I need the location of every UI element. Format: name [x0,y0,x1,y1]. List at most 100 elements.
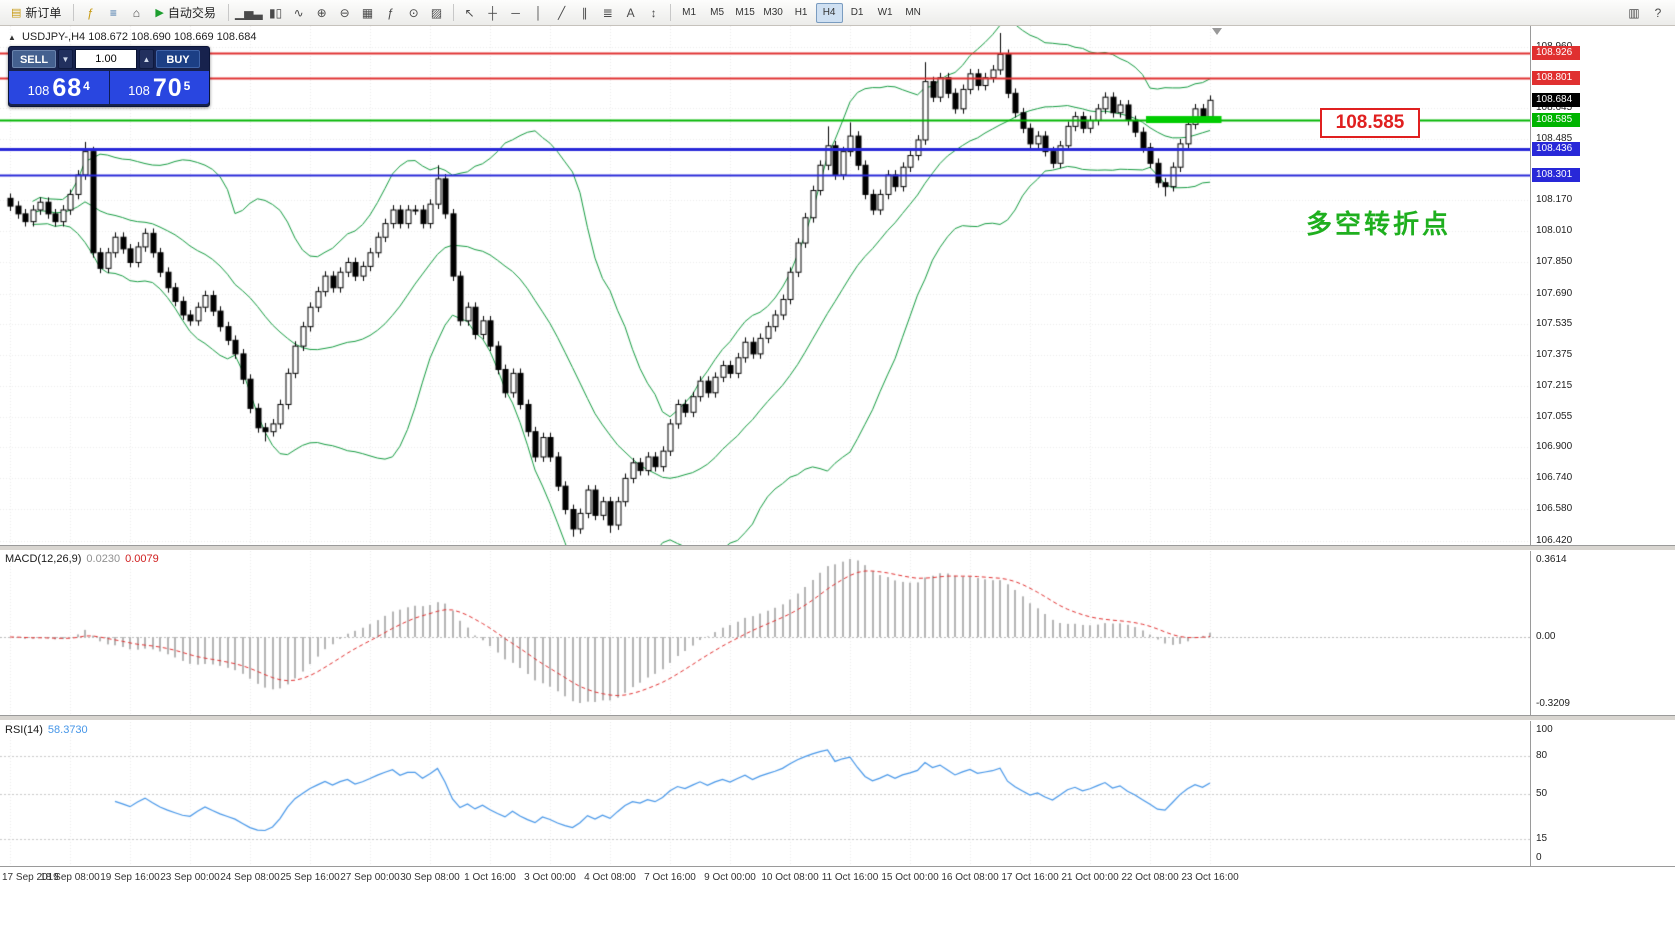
rsi-axis-label: 80 [1536,750,1548,761]
template-icon[interactable]: ▨ [430,5,443,20]
ohlc-values: 108.672 108.690 108.669 108.684 [88,31,257,43]
help-icon[interactable]: ? [1654,6,1662,20]
time-axis-label: 18 Sep 08:00 [40,872,100,883]
time-axis-label: 23 Oct 16:00 [1181,872,1239,883]
navigator-icon[interactable]: ⌂ [132,5,141,20]
buy-button[interactable]: BUY [156,50,200,68]
channel-icon[interactable]: ∥ [581,5,588,20]
time-axis-label: 1 Oct 16:00 [464,872,516,883]
crosshair-icon[interactable]: ┼ [488,5,497,20]
print-preview-icon[interactable]: ▥ [1628,6,1640,20]
period-icon[interactable]: ⊙ [408,5,419,20]
toolbar-separator [227,4,229,21]
timeframe-m15[interactable]: M15 [735,7,755,18]
new-order-icon: ▤ [11,7,22,19]
chart-ohlc-line: ▲ USDJPY-,H4 108.672 108.690 108.669 108… [8,31,256,43]
price-divider [108,71,110,104]
candlestick-chart-icon[interactable]: ▮▯ [268,5,283,20]
arrow-icon[interactable]: ↕ [650,5,657,20]
panel-splitter[interactable] [0,545,1675,551]
sell-price[interactable]: 108 68 4 [9,71,109,104]
timeframe-h1[interactable]: H1 [794,7,808,18]
tile-windows-icon[interactable]: ▦ [361,5,374,20]
time-axis-label: 16 Oct 08:00 [941,872,999,883]
main-chart-canvas[interactable] [0,26,1530,545]
price-axis[interactable]: 108.960108.645108.485108.170108.010107.8… [1530,26,1675,888]
toolbar-separator [452,4,454,21]
macd-signal-value: 0.0079 [125,553,159,565]
price-axis-label: 106.420 [1536,535,1573,546]
timeframe-d1[interactable]: D1 [850,7,864,18]
time-axis-label: 17 Sep 2019 [2,872,59,883]
time-axis-label: 15 Oct 00:00 [881,872,939,883]
price-axis-label: 107.215 [1536,380,1573,391]
panel-splitter[interactable] [0,715,1675,721]
rsi-axis-label: 50 [1536,788,1548,799]
cursor-icon[interactable]: ↖ [464,5,475,20]
market-watch-icon[interactable]: ≡ [109,5,117,20]
toolbar-separator [669,4,671,21]
macd-name: MACD(12,26,9) [5,553,82,565]
price-axis-label: 108.645 [1536,102,1573,113]
time-axis-label: 7 Oct 16:00 [644,872,696,883]
rsi-name: RSI(14) [5,724,43,736]
metaeditor-icon[interactable]: ƒ [87,5,94,20]
sell-price-main: 68 [52,74,83,102]
timeframe-m1[interactable]: M1 [682,7,697,18]
rsi-axis-label: 15 [1536,833,1548,844]
level-price-tag: 108.585 [1532,113,1580,127]
timeframe-h4[interactable]: H4 [815,2,843,23]
timeframe-mn[interactable]: MN [905,7,921,18]
price-axis-label: 107.375 [1536,349,1573,360]
timeframe-m5[interactable]: M5 [710,7,725,18]
price-axis-label: 107.850 [1536,256,1573,267]
rsi-panel-canvas[interactable] [0,722,1530,866]
buy-price[interactable]: 108 70 5 [109,71,209,104]
trendline-icon[interactable]: ╱ [557,5,566,20]
line-chart-icon[interactable]: ∿ [293,5,304,20]
bid-price-tag: 108.684 [1532,93,1580,107]
macd-panel-canvas[interactable] [0,551,1530,715]
vertical-line-icon[interactable]: │ [534,5,543,20]
price-level-label[interactable]: 108.585 [1320,108,1420,138]
timeframe-w1[interactable]: W1 [877,7,893,18]
text-label-icon[interactable]: A [626,5,635,20]
time-axis-label: 24 Sep 08:00 [220,872,280,883]
horizontal-line-icon[interactable]: ─ [511,5,520,20]
new-order-button[interactable]: ▤ 新订单 [4,2,68,24]
autotrading-label: 自动交易 [167,6,216,20]
zoom-out-icon[interactable]: ⊖ [339,5,350,20]
time-axis-label: 11 Oct 16:00 [821,872,879,883]
pivot-annotation[interactable]: 多空转折点 [1306,209,1452,239]
rsi-label: RSI(14) 58.3730 [5,724,93,736]
lot-increase-button[interactable]: ▲ [139,49,154,69]
buy-price-main: 70 [152,74,183,102]
price-axis-label: 107.055 [1536,411,1573,422]
bar-chart-icon[interactable]: ▁▅▃ [234,5,263,20]
time-axis[interactable]: 17 Sep 2019 18 Sep 08:00 19 Sep 16:00 23 Se… [0,866,1675,888]
sell-button[interactable]: SELL [12,50,56,68]
rsi-value: 58.3730 [47,724,88,736]
lot-decrease-button[interactable]: ▼ [58,49,73,69]
autotrading-button[interactable]: ▶ 自动交易 [148,2,222,24]
rsi-axis-label: 100 [1536,724,1553,735]
price-axis-label: 108.170 [1536,194,1573,205]
ohlc-toggle-icon[interactable]: ▲ [8,33,16,42]
chart-shift-marker[interactable] [1212,28,1222,35]
new-order-label: 新订单 [25,6,62,20]
buy-price-prefix: 108 [128,83,150,98]
timeframe-m30[interactable]: M30 [763,7,783,18]
level-price-tag: 108.436 [1532,142,1580,156]
time-axis-label: 3 Oct 00:00 [524,872,576,883]
zoom-in-icon[interactable]: ⊕ [316,5,327,20]
price-axis-label: 106.580 [1536,503,1573,514]
fibonacci-icon[interactable]: ≣ [602,5,613,20]
time-axis-label: 30 Sep 08:00 [400,872,460,883]
macd-label: MACD(12,26,9) 0.0230 0.0079 [5,553,164,565]
time-axis-label: 17 Oct 16:00 [1001,872,1059,883]
lot-size-input[interactable] [75,49,137,69]
indicators-icon[interactable]: ƒ [387,5,394,20]
price-axis-label: 106.900 [1536,441,1573,452]
